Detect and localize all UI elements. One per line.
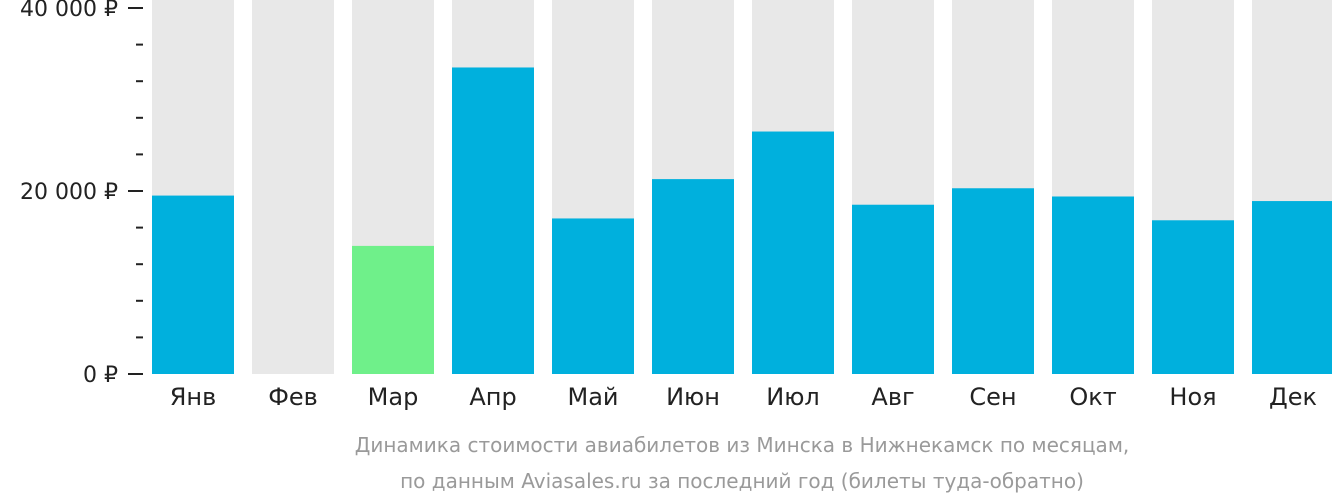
bar-11[interactable] [1252,201,1332,374]
x-tick-label-0: Янв [170,383,217,411]
x-tick-label-7: Авг [871,383,914,411]
x-tick-label-2: Мар [368,383,419,411]
bar-8[interactable] [952,188,1034,374]
bar-2[interactable] [352,245,434,374]
bar-10[interactable] [1152,220,1234,374]
bar-4[interactable] [552,218,634,374]
caption-line-1: Динамика стоимости авиабилетов из Минска… [355,433,1130,457]
y-axis: 0 ₽ 20 000 ₽ 40 000 ₽ [20,0,143,388]
x-tick-label-11: Дек [1269,383,1317,411]
x-tick-label-9: Окт [1069,383,1116,411]
bar-6[interactable] [752,131,834,374]
x-tick-label-6: Июл [766,383,820,411]
bar-3[interactable] [452,67,534,374]
x-axis: Янв Фев Мар Апр Май Июн Июл Авг Сен Окт Ноя Дек [170,383,1317,411]
x-tick-label-3: Апр [469,383,516,411]
bar-9[interactable] [1052,196,1134,374]
bar-5[interactable] [652,179,734,374]
y-tick-label-1: 20 000 ₽ [20,180,118,205]
x-tick-label-5: Июн [666,383,720,411]
value-bars [152,67,1332,374]
y-tick-label-0: 0 ₽ [83,363,118,388]
x-tick-label-4: Май [567,383,618,411]
bar-7[interactable] [852,204,934,374]
x-tick-label-1: Фев [268,383,318,411]
x-tick-label-10: Ноя [1169,383,1216,411]
bar-background-1 [252,0,334,374]
caption-line-2: по данным Aviasales.ru за последний год … [400,469,1084,493]
chart-caption: Динамика стоимости авиабилетов из Минска… [355,433,1130,493]
x-tick-label-8: Сен [969,383,1016,411]
bar-0[interactable] [152,195,234,374]
y-tick-label-2: 40 000 ₽ [20,0,118,22]
